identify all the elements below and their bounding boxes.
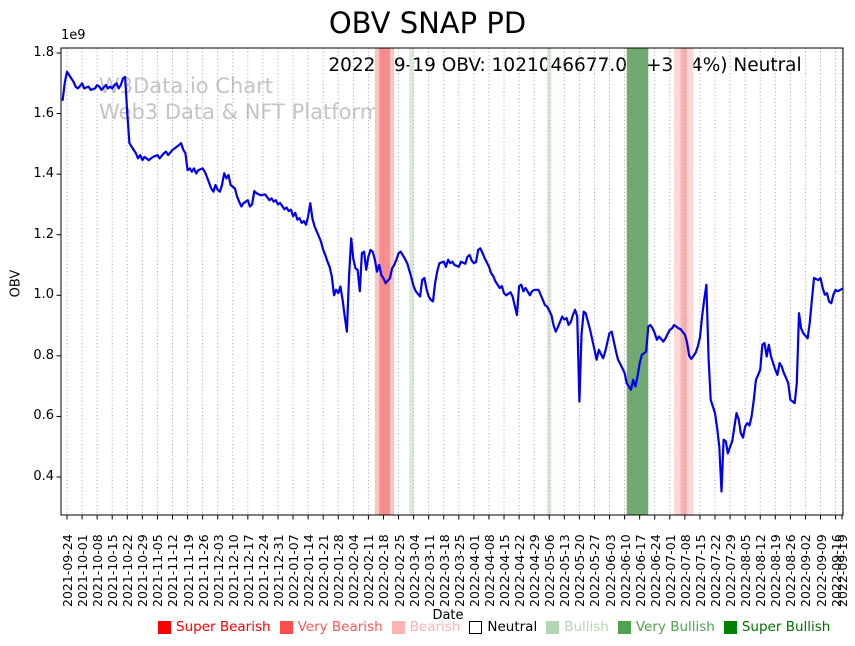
plot-spines — [60, 47, 844, 516]
x-tick-label: 2022-05-06 — [542, 534, 558, 607]
x-tick-label: 2022-07-15 — [692, 534, 708, 607]
x-tick-label: 2022-01-21 — [316, 534, 332, 607]
x-tick-label: 2022-06-17 — [632, 534, 648, 607]
x-tick-label: 2022-02-11 — [361, 534, 377, 607]
legend-swatch-icon — [391, 620, 405, 634]
signal-band-very-bearish — [680, 48, 688, 515]
x-tick-label: 2021-12-10 — [225, 534, 241, 607]
x-tick-label: 2022-03-25 — [451, 534, 467, 607]
x-tick-label: 2022-02-04 — [346, 534, 362, 607]
y-tick-label: 0.4 — [33, 469, 54, 484]
legend: Super Bearish Very Bearish Bearish Neutral B… — [158, 619, 830, 635]
x-tick-label: 2022-07-29 — [723, 534, 739, 607]
x-tick-label: 2021-09-24 — [60, 534, 75, 607]
x-tick-label: 2021-12-17 — [240, 534, 256, 607]
legend-label: Super Bearish — [176, 619, 271, 635]
legend-swatch-icon — [546, 620, 560, 634]
legend-label: Neutral — [487, 619, 538, 635]
obv-line — [61, 70, 844, 493]
legend-label: Very Bearish — [297, 619, 383, 635]
x-tick-label: 2022-09-09 — [813, 534, 829, 607]
y-tick-label: 1.8 — [33, 44, 54, 60]
x-tick-label: 2022-01-28 — [331, 534, 347, 607]
x-tick-label: 2021-10-15 — [105, 534, 121, 607]
x-tick-label: 2022-07-22 — [708, 534, 723, 607]
y-tick-label: 1.6 — [33, 105, 54, 121]
x-tick-label: 2022-03-04 — [406, 534, 422, 607]
x-tick-label: 2022-05-13 — [557, 534, 573, 607]
legend-label: Bullish — [564, 619, 609, 635]
y-tick-label: 0.6 — [33, 408, 54, 424]
legend-item-neutral: Neutral — [469, 619, 537, 635]
y-tick-label: 1.0 — [33, 287, 54, 303]
x-tick-label: 2021-11-26 — [195, 534, 211, 607]
x-tick-label: 2021-11-05 — [150, 534, 166, 607]
y-axis-offset-text: 1e9 — [61, 28, 86, 43]
legend-item-very-bearish: Very Bearish — [279, 619, 383, 635]
x-tick-label: 2022-07-08 — [677, 534, 693, 607]
watermark-line-1: W3Data.io Chart — [99, 74, 274, 98]
legend-label: Very Bullish — [635, 619, 715, 635]
chart-title: OBV SNAP PD — [328, 6, 527, 40]
x-tick-label: 2022-03-18 — [436, 534, 452, 607]
x-tick-label: 2021-10-08 — [90, 534, 106, 607]
x-tick-label: 2022-07-01 — [662, 534, 678, 607]
x-tick-label: 2021-10-29 — [135, 534, 151, 607]
legend-item-super-bullish: Super Bullish — [723, 619, 831, 635]
y-tick-label: 1.2 — [33, 226, 54, 242]
x-tick-label: 2022-08-26 — [783, 534, 799, 607]
legend-item-bearish: Bearish — [391, 619, 461, 635]
x-tick-label: 2021-10-01 — [75, 534, 91, 607]
x-tick-label: 2022-09-02 — [798, 534, 814, 607]
x-tick-label: 2021-12-24 — [255, 534, 271, 607]
watermark-line-2: Web3 Data & NFT Platform — [99, 100, 381, 124]
legend-item-super-bearish: Super Bearish — [158, 619, 271, 635]
x-axis-label: Date — [432, 608, 464, 623]
legend-swatch-icon — [617, 620, 631, 634]
x-tick-label: 2022-01-14 — [301, 534, 317, 607]
x-tick-label: 2022-03-11 — [421, 534, 437, 607]
x-tick-label: 2022-02-18 — [376, 534, 392, 607]
x-tick-label: 2022-06-03 — [602, 534, 618, 607]
x-tick-label: 2021-12-31 — [270, 534, 286, 607]
x-tick-label: 2022-08-19 — [768, 534, 784, 607]
watermark: W3Data.io Chart Web3 Data & NFT Platform — [99, 73, 380, 125]
signal-band-very-bullish — [626, 48, 649, 515]
legend-swatch-icon — [723, 620, 737, 634]
x-tick-label: 2022-04-29 — [527, 534, 543, 607]
x-tick-label: 2022-04-22 — [512, 534, 528, 607]
legend-swatch-icon — [279, 620, 293, 634]
x-tick-label: 2022-09-19 — [835, 534, 851, 607]
legend-swatch-icon — [158, 620, 171, 634]
legend-label: Super Bullish — [741, 619, 831, 635]
legend-label: Bearish — [409, 619, 461, 635]
x-tick-label: 2022-04-01 — [466, 534, 482, 607]
x-tick-label: 2022-02-25 — [391, 534, 407, 607]
x-tick-label: 2022-05-27 — [587, 534, 603, 607]
x-tick-label: 2022-08-12 — [753, 534, 769, 607]
x-tick-label: 2022-05-20 — [572, 534, 588, 607]
legend-item-bullish: Bullish — [546, 619, 609, 635]
signal-band-bullish — [547, 48, 552, 515]
x-tick-label: 2022-04-08 — [481, 534, 497, 607]
x-tick-label: 2022-06-10 — [617, 534, 633, 607]
x-tick-label: 2022-01-07 — [286, 534, 302, 607]
x-tick-label: 2021-10-22 — [120, 534, 136, 607]
legend-item-very-bullish: Very Bullish — [617, 619, 715, 635]
legend-swatch-icon — [469, 620, 483, 634]
y-tick-label: 1.4 — [33, 166, 54, 182]
x-tick-label: 2021-11-19 — [180, 534, 196, 607]
x-tick-label: 2022-06-24 — [647, 534, 663, 607]
x-tick-label: 2021-11-12 — [165, 534, 181, 607]
y-tick-label: 0.8 — [33, 347, 54, 363]
x-tick-label: 2021-12-03 — [210, 534, 226, 607]
x-tick-label: 2022-08-05 — [738, 534, 754, 607]
y-axis-label: OBV — [8, 269, 24, 298]
x-tick-label: 2022-04-15 — [497, 534, 513, 607]
